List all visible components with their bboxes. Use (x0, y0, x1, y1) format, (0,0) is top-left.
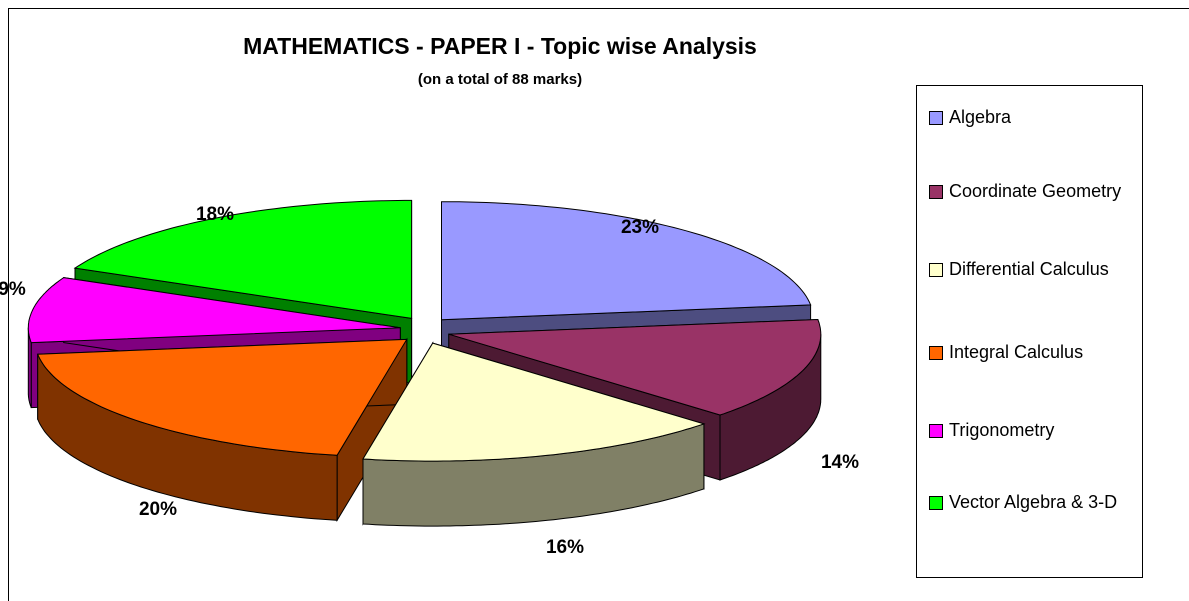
legend-label: Algebra (949, 107, 1012, 127)
legend-label: Integral Calculus (949, 342, 1084, 362)
slice-top (362, 342, 706, 462)
legend-item: Trigonometry (929, 419, 1139, 442)
legend-label: Coordinate Geometry (949, 181, 1122, 201)
legend-item: Differential Calculus (929, 258, 1139, 281)
legend-swatch (929, 263, 943, 277)
data-label: 16% (546, 537, 584, 558)
slice-top (27, 277, 401, 344)
data-label: 20% (139, 499, 177, 520)
legend-label: Trigonometry (949, 420, 1055, 440)
legend-swatch (929, 496, 943, 510)
legend-label: Differential Calculus (949, 259, 1109, 279)
slice-top (441, 201, 812, 321)
legend-item: Integral Calculus (929, 341, 1139, 364)
legend-swatch (929, 346, 943, 360)
legend-swatch (929, 185, 943, 199)
legend-item: Vector Algebra & 3-D (929, 491, 1139, 514)
slice (362, 341, 706, 527)
slice-top (73, 199, 413, 319)
slice-top (36, 338, 408, 456)
legend-swatch (929, 111, 943, 125)
legend: Algebra Coordinate Geometry Differential C… (916, 85, 1143, 578)
chart-subtitle: (on a total of 88 marks) (418, 71, 582, 88)
legend-item: Coordinate Geometry (929, 180, 1139, 203)
data-label: 9% (0, 279, 26, 300)
chart-title: MATHEMATICS - PAPER I - Topic wise Analy… (243, 33, 757, 59)
legend-label: Vector Algebra & 3-D (949, 492, 1118, 512)
data-label: 23% (621, 217, 659, 238)
legend-swatch (929, 424, 943, 438)
data-label: 18% (196, 204, 234, 225)
slice (36, 337, 408, 523)
legend-item: Algebra (929, 106, 1139, 129)
slice-top (448, 318, 822, 416)
data-label: 14% (821, 452, 859, 473)
